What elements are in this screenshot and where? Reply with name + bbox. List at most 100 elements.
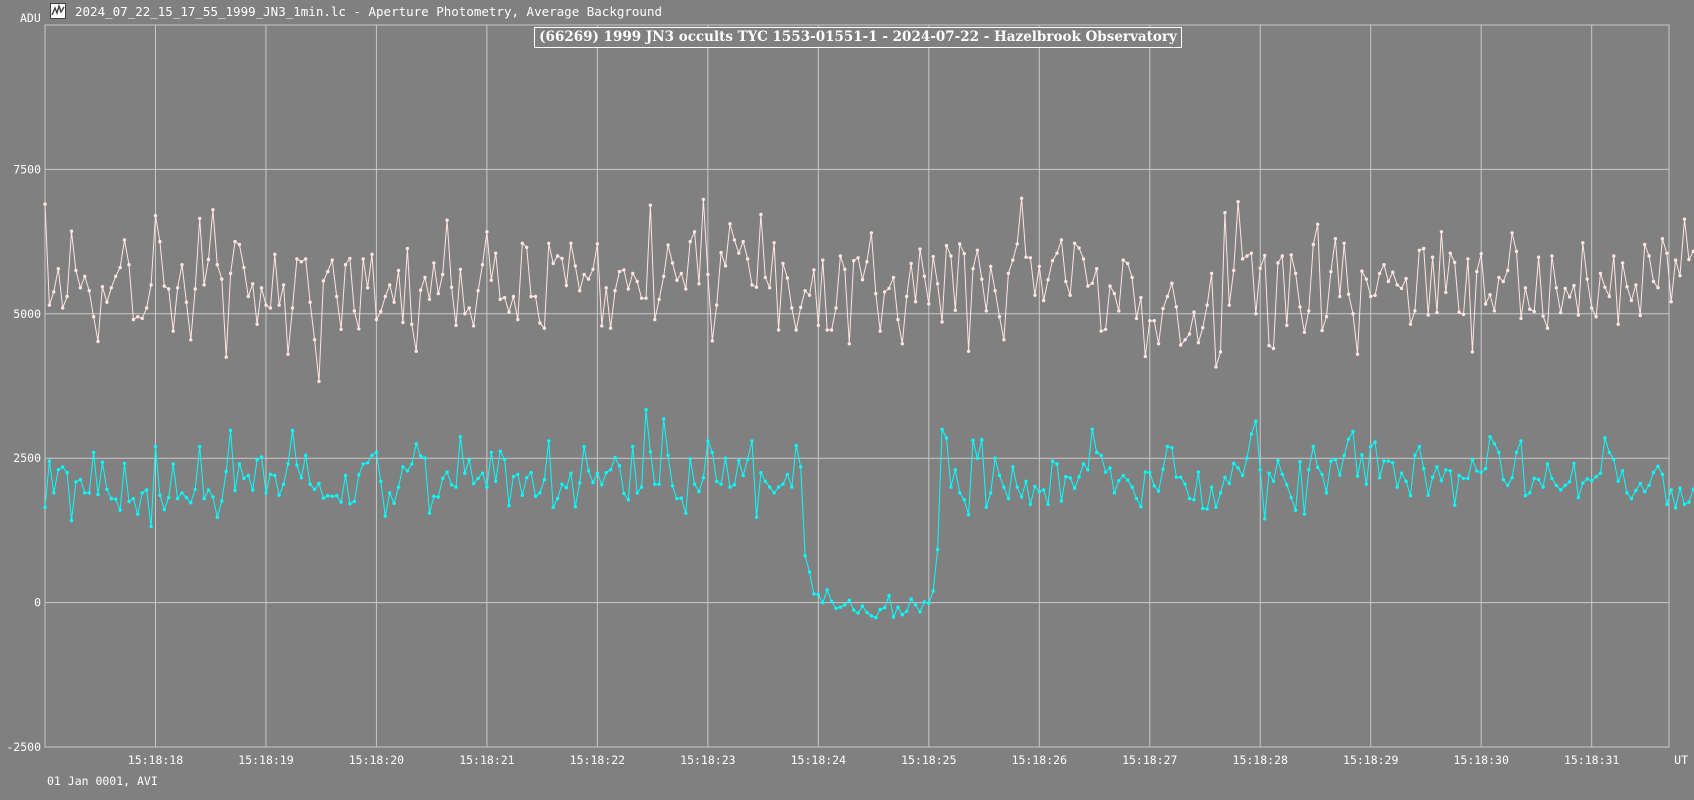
data-point [966,349,971,353]
data-point [1492,309,1497,313]
data-point [100,285,105,289]
data-point [1311,444,1316,449]
data-point [825,588,829,592]
data-point [962,498,966,502]
data-point [69,229,74,233]
data-point [1126,261,1130,266]
data-point [732,238,737,242]
data-point [675,278,679,282]
data-point [312,487,317,492]
data-point [772,491,776,495]
data-point [1426,313,1430,317]
data-point [679,496,683,500]
data-point [224,469,228,474]
data-point [180,491,184,495]
data-point [281,482,286,486]
data-point [653,317,657,322]
data-point [414,349,418,353]
data-point [339,500,343,504]
data-point [1470,457,1475,462]
data-point [1232,268,1236,273]
data-point [418,288,423,292]
data-point [794,328,798,332]
data-point [1254,312,1258,316]
data-point [198,216,202,221]
data-point [626,287,630,291]
data-point [790,306,794,310]
data-point [608,468,613,472]
data-point [1311,242,1316,247]
data-point [631,444,635,449]
x-tick-label: 15:18:30 [1453,753,1508,767]
series-line [44,198,1694,382]
x-tick-label: 15:18:21 [459,753,514,767]
data-point [1298,305,1302,309]
data-point [1634,488,1638,493]
data-point [290,428,295,433]
data-point [144,306,149,310]
data-point [555,496,560,501]
data-point [109,286,114,290]
data-point [591,480,595,485]
data-point [639,296,644,300]
data-point [295,257,299,261]
y-tick-label: 0 [34,596,41,610]
data-point [829,328,834,332]
data-point [388,491,392,495]
data-point [480,263,485,267]
data-point [467,306,471,310]
data-point [1245,254,1249,258]
data-point [1408,322,1413,326]
data-point [723,456,728,460]
data-point [410,322,414,326]
data-point [843,267,847,271]
data-point [940,320,944,324]
data-point [357,473,361,477]
data-point [255,322,259,326]
data-point [516,472,520,477]
data-point [511,475,516,479]
data-point [1435,310,1439,315]
data-point [1249,251,1254,255]
data-point [1510,231,1514,235]
data-point [1590,306,1594,310]
data-point [1223,211,1227,215]
data-point [675,496,679,501]
data-point [882,290,887,294]
data-point [1430,475,1435,479]
x-tick-label: 15:18:24 [791,753,846,767]
data-point [617,269,622,274]
data-point [980,438,984,442]
data-point [1554,286,1559,290]
data-point [1417,444,1422,449]
data-point [441,476,445,481]
data-point [1263,253,1267,258]
data-point [785,472,790,477]
data-point [803,289,807,293]
data-point [865,610,869,615]
data-point [184,300,189,304]
data-point [1024,479,1028,483]
data-point [489,450,493,455]
data-point [1126,478,1130,482]
y-tick-label: 5000 [13,307,41,321]
data-point [1046,278,1050,282]
data-point [989,264,993,269]
data-point [1475,269,1479,274]
data-point [617,464,622,468]
data-point [728,485,732,489]
data-point [383,294,387,299]
data-point [277,493,281,497]
data-point [83,491,87,495]
data-point [246,473,250,478]
data-point [418,454,423,458]
data-point [697,490,701,494]
data-point [821,600,825,605]
data-point [710,450,714,455]
y-tick-label: 2500 [13,451,41,465]
data-point [1413,309,1417,313]
data-point [1607,450,1612,455]
data-point [494,479,498,483]
data-point [78,286,83,290]
